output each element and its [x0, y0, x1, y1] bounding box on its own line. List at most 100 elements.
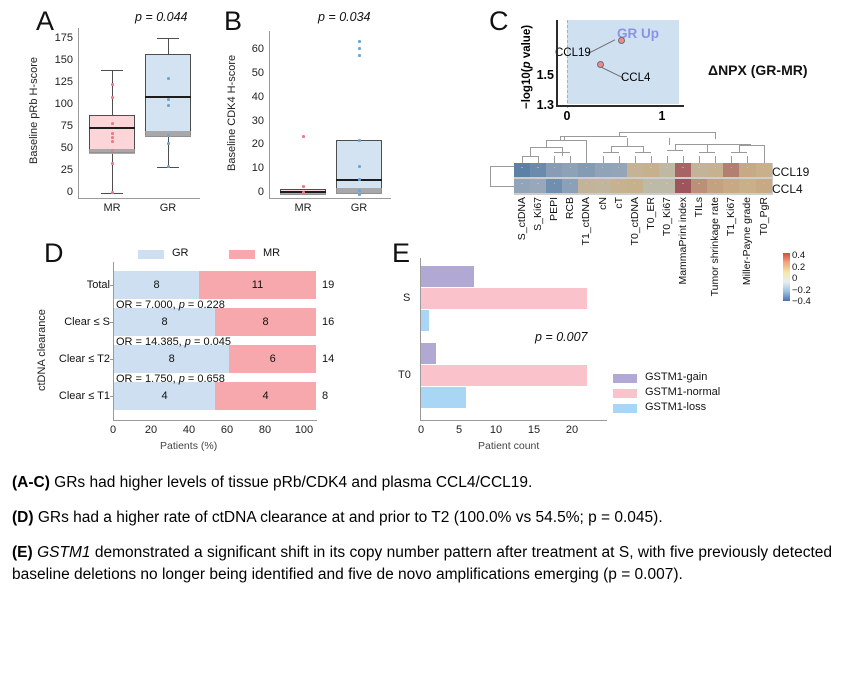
panel-d-bar-gr [114, 345, 230, 373]
heatmap-cell-dot [730, 183, 733, 185]
panel-b-ylabel: Baseline CDK4 H-score [226, 54, 238, 172]
panel-c-ytick-1-5: 1.5 [536, 68, 554, 82]
panel-b-ytick-20: 20 [251, 138, 264, 150]
heatmap-cell-dot [617, 183, 620, 185]
dendrogram-segment [731, 152, 748, 153]
panel-e-ytick-t0: T0 [398, 369, 411, 381]
dendrogram-segment [699, 152, 716, 153]
heatmap-cell-dot [698, 183, 700, 185]
dendrogram-segment [586, 140, 588, 147]
heatmap-cell [755, 163, 773, 177]
heatmap-cell [658, 163, 676, 177]
panel-d-xtick-80: 80 [258, 424, 272, 436]
dendrogram-segment [560, 136, 562, 141]
dendrogram-segment [562, 147, 564, 152]
dendrogram-segment [562, 152, 564, 156]
panel-a-mr-median [89, 127, 135, 130]
heatmap-row-label-ccl19: CCL19 [772, 165, 810, 179]
panel-d-xtick-20: 20 [144, 424, 158, 436]
panel-e-legend-label-loss: GSTM1-loss [645, 401, 707, 413]
dendrogram-segment [715, 132, 717, 139]
heatmap-cell [562, 163, 579, 177]
panel-a-mr-whisker-cap-top [101, 70, 123, 71]
panel-b-ytick-10: 10 [251, 162, 264, 174]
heatmap-column-label: TILs [693, 197, 706, 218]
heatmap-cell [739, 163, 757, 177]
panel-a-mr-point [111, 149, 114, 152]
heatmap-cell-dot [762, 183, 765, 185]
panel-b-ytick-30: 30 [251, 115, 264, 127]
panel-d-value-gr: 4 [161, 390, 168, 402]
heatmap-cell [723, 179, 740, 193]
dendrogram-segment [675, 144, 676, 150]
panel-b-ytick-40: 40 [251, 91, 264, 103]
figure-area: A p = 0.044 Baseline pRb H-score 0 25 50… [28, 8, 811, 453]
panel-d-xtick-0: 0 [109, 424, 117, 436]
panel-c-xtick-1: 1 [658, 109, 666, 123]
panel-d-value-mr: 6 [269, 353, 276, 365]
caption-paragraph-d: (D) GRs had a higher rate of ctDNA clear… [12, 507, 832, 529]
panel-c-gr-up-region [567, 20, 679, 104]
dendrogram-segment [699, 156, 700, 163]
panel-d-legend-swatch-gr [138, 250, 164, 259]
panel-c-point-ccl4 [597, 61, 604, 68]
dendrogram-segment [586, 156, 588, 163]
panel-e-bar-s-gain [421, 266, 474, 287]
panel-d-row-total: 8 [322, 390, 329, 402]
dendrogram-segment [560, 136, 627, 137]
panel-b-gr-point [358, 54, 361, 57]
heatmap-column-label: cT [612, 197, 625, 209]
heatmap-cell-dot [650, 167, 652, 169]
panel-d-row-total: 19 [322, 279, 335, 291]
dendrogram-segment [715, 156, 717, 163]
heatmap-column-label: T1_ctDNA [580, 197, 593, 246]
dendrogram-segment [564, 136, 565, 140]
dendrogram-segment [530, 147, 563, 148]
panel-a-ytick-25: 25 [60, 164, 73, 176]
heatmap-cell [594, 179, 612, 193]
panel-b-x-axis [269, 198, 391, 199]
dendrogram-segment [490, 166, 514, 167]
heatmap-cell [578, 179, 596, 193]
panel-a-gr-point [167, 134, 170, 137]
panel-c-label-ccl19: CCL19 [555, 47, 591, 59]
heatmap-column-label: T0_PgR [757, 197, 770, 236]
panel-b-xtick-mr: MR [294, 202, 312, 214]
heatmap-cell [626, 163, 644, 177]
panel-e-xtick-15: 15 [527, 424, 541, 436]
heatmap-cell-dot [666, 183, 668, 185]
dendrogram-segment [634, 152, 651, 153]
panel-a-gr-point [167, 165, 170, 168]
colorbar-gradient [783, 253, 790, 301]
panel-b-ytick-50: 50 [251, 67, 264, 79]
heatmap-cell [691, 179, 708, 193]
panel-a-mr-point [111, 136, 114, 139]
dendrogram-segment [675, 144, 752, 145]
dendrogram-segment [618, 132, 620, 137]
dendrogram-segment [642, 146, 644, 152]
dendrogram-segment [490, 186, 514, 187]
dendrogram-segment [522, 156, 539, 157]
heatmap-cell-dot [521, 183, 523, 185]
panel-a-gr-point [167, 142, 170, 145]
panel-b-ytick-60: 60 [251, 43, 264, 55]
panel-a-xtick-gr: GR [159, 202, 177, 214]
panel-c-point-ccl19 [618, 37, 625, 44]
panel-e-bar-t0-gain [421, 343, 436, 364]
panel-d-row-label: Total [86, 279, 110, 291]
caption-ac-tag: (A-C) [12, 474, 50, 491]
panel-c-x-axis [556, 105, 684, 107]
heatmap-cell [739, 179, 757, 193]
heatmap-cell [610, 163, 628, 177]
heatmap-cell [578, 163, 596, 177]
dendrogram-segment [602, 156, 604, 163]
panel-d-y-tickmark [110, 322, 114, 323]
panel-b-gr-point [358, 193, 361, 196]
panel-d-xtick-40: 40 [182, 424, 196, 436]
heatmap-cell-dot [601, 183, 604, 185]
heatmap-column-label: cN [596, 197, 609, 210]
dendrogram-segment [626, 138, 628, 146]
heatmap-cell-dot [569, 167, 572, 169]
heatmap-cell-dot [585, 167, 588, 169]
panel-d-bar-gr [114, 271, 200, 299]
